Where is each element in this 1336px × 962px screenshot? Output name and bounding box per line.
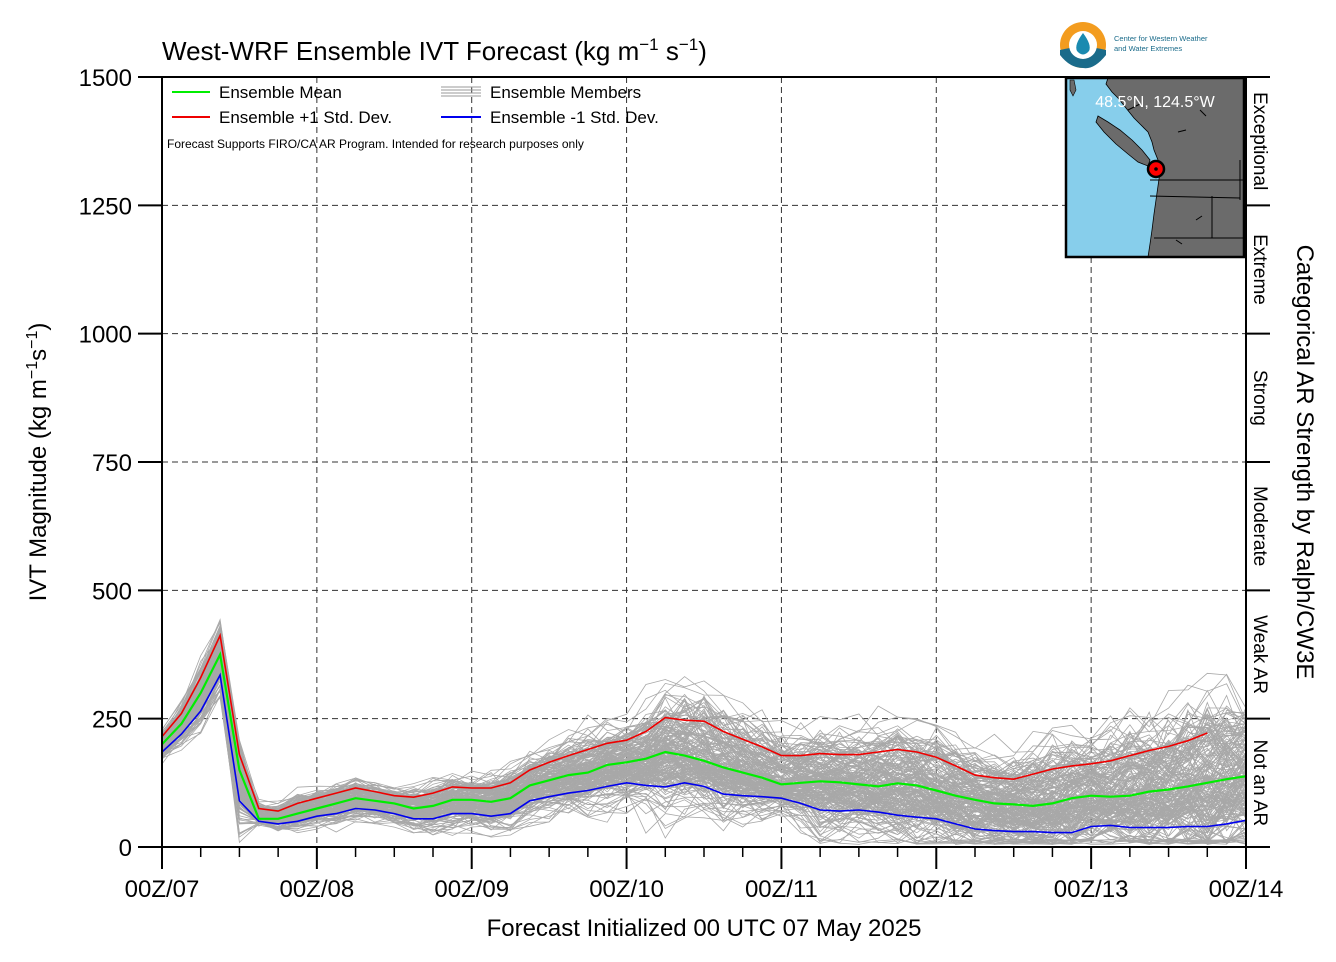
y-tick-label-750: 750 <box>92 450 132 477</box>
x-tick-label-00Z/11: 00Z/11 <box>745 876 818 903</box>
ensemble-member-line <box>162 670 1246 845</box>
inset-location-label: 48.5°N, 124.5°W <box>1095 94 1215 111</box>
water-drop-icon <box>1076 33 1090 55</box>
location-marker-center <box>1154 167 1158 171</box>
ensemble-member-line <box>162 619 1246 803</box>
ensemble-member-line <box>162 685 1246 845</box>
y-tick-label-0: 0 <box>119 835 132 862</box>
x-tick-label-00Z/13: 00Z/13 <box>1054 876 1129 903</box>
category-label-not-an-ar: Not an AR <box>1249 740 1270 827</box>
inset-land <box>1105 78 1244 257</box>
series-ensemble-mean <box>162 651 1246 820</box>
ensemble-member-line <box>162 622 1246 805</box>
logo-text-line1: Center for Western Weather <box>1114 34 1208 43</box>
y-tick-label-1500: 1500 <box>79 65 132 92</box>
ar-category-axis: Not an AR Weak AR Moderate Strong Extreme Exc… <box>1246 76 1270 848</box>
ensemble-member-line <box>162 673 1246 843</box>
y-tick-label-250: 250 <box>92 707 132 734</box>
ensemble-member-line <box>162 669 1246 840</box>
legend-label-minus: Ensemble -1 Std. Dev. <box>490 108 659 127</box>
legend-swatch-members <box>441 86 481 97</box>
inset-frame <box>1064 76 1246 259</box>
research-note: Forecast Supports FIRO/CA AR Program. In… <box>167 137 584 151</box>
cw3e-logo: Center for Western Weather and Water Ext… <box>1060 22 1208 69</box>
y-tick-label-1000: 1000 <box>79 322 132 349</box>
haida-gwaii <box>1069 79 1077 97</box>
gridlines <box>162 77 1246 847</box>
y-tick-label-1250: 1250 <box>79 193 132 220</box>
category-label-extreme: Extreme <box>1249 234 1270 305</box>
ensemble-member-line <box>162 679 1246 845</box>
ensemble-member-lines <box>162 618 1246 845</box>
inset-map: 48.5°N, 124.5°W <box>1064 76 1246 259</box>
ensemble-member-line <box>162 633 1246 812</box>
category-label-moderate: Moderate <box>1249 486 1270 566</box>
category-label-exceptional: Exceptional <box>1249 92 1270 190</box>
ensemble-member-line <box>162 626 1246 808</box>
legend-label-members: Ensemble Members <box>490 83 641 102</box>
x-tick-label-00Z/08: 00Z/08 <box>279 876 354 903</box>
ensemble-member-line <box>162 676 1246 845</box>
ensemble-member-line <box>162 640 1246 818</box>
category-label-weak-ar: Weak AR <box>1249 615 1270 694</box>
legend-label-mean: Ensemble Mean <box>219 83 342 102</box>
x-tick-label-00Z/12: 00Z/12 <box>899 876 974 903</box>
y-axis: 0 250 500 750 1000 1250 1500 <box>79 65 162 862</box>
x-tick-label-00Z/10: 00Z/10 <box>589 876 664 903</box>
right-axis-title: Categorical AR Strength by Ralph/CW3E <box>1291 245 1318 680</box>
y-tick-label-500: 500 <box>92 578 132 605</box>
y-axis-title: IVT Magnitude (kg m−1s−1) <box>24 323 52 602</box>
x-axis-title: Forecast Initialized 00 UTC 07 May 2025 <box>487 915 922 942</box>
ensemble-member-line <box>162 655 1246 827</box>
x-tick-label-00Z/14: 00Z/14 <box>1209 876 1284 903</box>
series-ensemble-1-std-dev- <box>162 632 1208 812</box>
legend: Ensemble Mean Ensemble +1 Std. Dev. Ense… <box>167 83 659 151</box>
x-tick-label-00Z/07: 00Z/07 <box>125 876 200 903</box>
ensemble-series <box>162 632 1246 834</box>
inset-borders <box>1127 103 1244 245</box>
legend-label-plus: Ensemble +1 Std. Dev. <box>219 108 392 127</box>
x-axis: 00Z/07 00Z/08 00Z/09 00Z/10 00Z/11 00Z/12 00Z/… <box>125 847 1284 903</box>
ensemble-member-line <box>162 640 1246 818</box>
ensemble-member-line <box>162 625 1246 810</box>
logo-text-line2: and Water Extremes <box>1114 44 1182 53</box>
ensemble-member-line <box>162 655 1246 825</box>
category-label-strong: Strong <box>1249 370 1270 426</box>
ensemble-member-line <box>162 633 1246 811</box>
x-tick-label-00Z/09: 00Z/09 <box>434 876 509 903</box>
chart-title: West-WRF Ensemble IVT Forecast (kg m−1 s… <box>162 35 707 66</box>
series-ensemble-1-std-dev- <box>162 672 1246 834</box>
ensemble-member-line <box>162 652 1246 821</box>
